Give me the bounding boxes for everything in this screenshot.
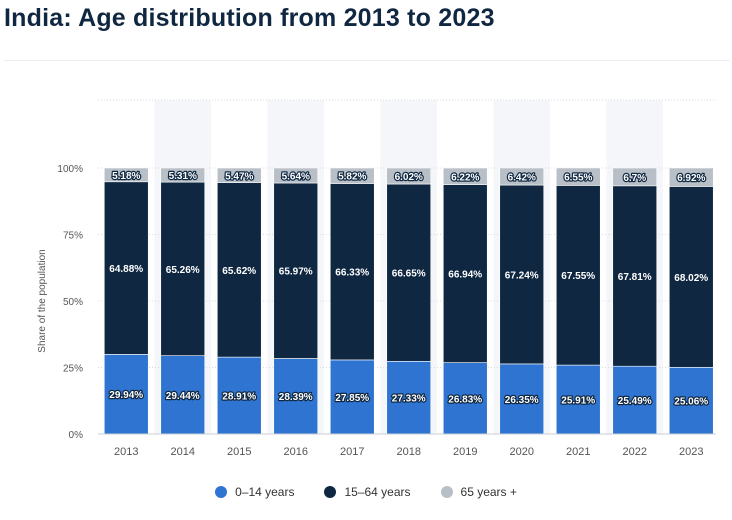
data-label-age-0-14-2020: 26.35% <box>505 395 539 406</box>
bar-age-0-14-2014[interactable] <box>160 355 206 435</box>
bar-age-65-plus-2013[interactable] <box>103 167 149 183</box>
data-label-age-15-64-2015: 65.62% <box>222 266 256 277</box>
bar-age-65-plus-2019[interactable] <box>442 167 488 185</box>
bar-age-0-14-2015[interactable] <box>216 356 262 435</box>
bar-age-65-plus-2020[interactable] <box>499 167 545 186</box>
bar-age-65-plus-2016[interactable] <box>273 167 319 184</box>
data-label-age-65-plus-2018: 6.02% <box>395 172 423 183</box>
bar-age-0-14-2022[interactable] <box>612 365 658 435</box>
data-label-age-15-64-2023: 68.02% <box>674 273 708 284</box>
bar-age-0-14-2020[interactable] <box>499 363 545 435</box>
x-tick-label-2015: 2015 <box>227 446 251 458</box>
bar-age-15-64-2013[interactable] <box>103 181 149 355</box>
data-label-age-65-plus-2016: 5.64% <box>282 172 310 183</box>
data-label-age-0-14-2018: 27.33% <box>392 394 426 405</box>
bar-age-15-64-2017[interactable] <box>329 183 375 361</box>
x-tick-label-2019: 2019 <box>453 446 477 458</box>
x-tick-label-2021: 2021 <box>566 446 590 458</box>
data-label-age-0-14-2021: 25.91% <box>561 396 595 407</box>
x-tick-label-2017: 2017 <box>340 446 364 458</box>
page-title: India: Age distribution from 2013 to 202… <box>4 4 495 32</box>
data-label-age-65-plus-2015: 5.47% <box>225 171 253 182</box>
bar-age-15-64-2016[interactable] <box>273 182 319 359</box>
x-tick-label-2023: 2023 <box>679 446 703 458</box>
data-label-age-15-64-2019: 66.94% <box>448 270 482 281</box>
data-label-age-65-plus-2017: 5.82% <box>338 172 366 183</box>
legend-swatch-0-14-years <box>215 486 228 498</box>
data-label-age-65-plus-2013: 5.18% <box>112 171 140 182</box>
legend-swatch-65-years-plus <box>440 486 453 498</box>
bar-age-0-14-2019[interactable] <box>442 362 488 435</box>
x-tick-label-2022: 2022 <box>623 446 647 458</box>
x-tick-label-2013: 2013 <box>114 446 138 458</box>
bar-age-65-plus-2014[interactable] <box>160 167 206 183</box>
bar-age-15-64-2019[interactable] <box>442 184 488 363</box>
legend-label-65-years-plus: 65 years + <box>460 485 517 499</box>
data-label-age-15-64-2020: 67.24% <box>505 270 539 281</box>
data-label-age-65-plus-2020: 6.42% <box>508 173 536 184</box>
bar-age-15-64-2021[interactable] <box>555 185 601 366</box>
bar-age-15-64-2023[interactable] <box>668 186 714 368</box>
data-label-age-0-14-2016: 28.39% <box>279 392 313 403</box>
bar-age-0-14-2013[interactable] <box>103 354 149 435</box>
bar-age-65-plus-2017[interactable] <box>329 167 375 184</box>
bar-age-15-64-2018[interactable] <box>386 183 432 362</box>
bar-age-15-64-2020[interactable] <box>499 184 545 365</box>
legend-label-0-14-years: 0–14 years <box>235 485 295 499</box>
data-label-age-0-14-2013: 29.94% <box>109 390 143 401</box>
legend-item-0-14-years[interactable]: 0–14 years <box>215 485 294 499</box>
data-label-age-15-64-2016: 65.97% <box>279 267 313 278</box>
data-label-age-65-plus-2019: 6.22% <box>451 172 479 183</box>
data-label-age-15-64-2013: 64.88% <box>109 264 143 275</box>
y-tick-label: 25% <box>63 364 83 375</box>
data-label-age-0-14-2022: 25.49% <box>618 396 652 407</box>
x-tick-label-2014: 2014 <box>171 446 195 458</box>
data-label-age-0-14-2017: 27.85% <box>335 393 369 404</box>
data-label-age-0-14-2014: 29.44% <box>166 391 200 402</box>
y-tick-label: 0% <box>69 430 84 441</box>
bar-age-65-plus-2023[interactable] <box>668 167 714 187</box>
data-label-age-65-plus-2023: 6.92% <box>677 173 705 184</box>
legend-label-15-64-years: 15–64 years <box>344 485 411 499</box>
bar-age-15-64-2015[interactable] <box>216 182 262 358</box>
legend-item-15-64-years[interactable]: 15–64 years <box>324 485 411 499</box>
legend-swatch-15-64-years <box>324 486 337 498</box>
bar-age-0-14-2017[interactable] <box>329 359 375 435</box>
bar-age-65-plus-2022[interactable] <box>612 167 658 187</box>
bar-age-65-plus-2018[interactable] <box>386 167 432 185</box>
data-label-age-0-14-2015: 28.91% <box>222 392 256 403</box>
data-label-age-65-plus-2021: 6.55% <box>564 173 592 184</box>
data-label-age-0-14-2019: 26.83% <box>448 394 482 405</box>
data-label-age-15-64-2022: 67.81% <box>618 272 652 283</box>
y-tick-label: 50% <box>63 297 83 308</box>
data-label-age-0-14-2023: 25.06% <box>674 397 708 408</box>
bar-age-65-plus-2015[interactable] <box>216 167 262 183</box>
data-label-age-65-plus-2014: 5.31% <box>169 171 197 182</box>
data-label-age-15-64-2017: 66.33% <box>335 268 369 279</box>
x-tick-label-2020: 2020 <box>510 446 534 458</box>
data-label-age-65-plus-2022: 6.7% <box>623 173 646 184</box>
bar-age-15-64-2014[interactable] <box>160 181 206 356</box>
chart-legend: 0–14 years 15–64 years 65 years + <box>0 482 732 502</box>
data-label-age-15-64-2021: 67.55% <box>561 271 595 282</box>
x-tick-label-2018: 2018 <box>397 446 421 458</box>
y-tick-label: 75% <box>63 231 83 242</box>
y-axis-title: Share of the population <box>37 249 48 352</box>
legend-item-65-years-plus[interactable]: 65 years + <box>440 485 517 499</box>
data-label-age-15-64-2018: 66.65% <box>392 269 426 280</box>
bar-age-65-plus-2021[interactable] <box>555 167 601 186</box>
data-label-age-15-64-2014: 65.26% <box>166 265 200 276</box>
y-tick-label: 100% <box>57 164 83 175</box>
bar-age-0-14-2016[interactable] <box>273 358 319 435</box>
x-tick-label-2016: 2016 <box>284 446 308 458</box>
